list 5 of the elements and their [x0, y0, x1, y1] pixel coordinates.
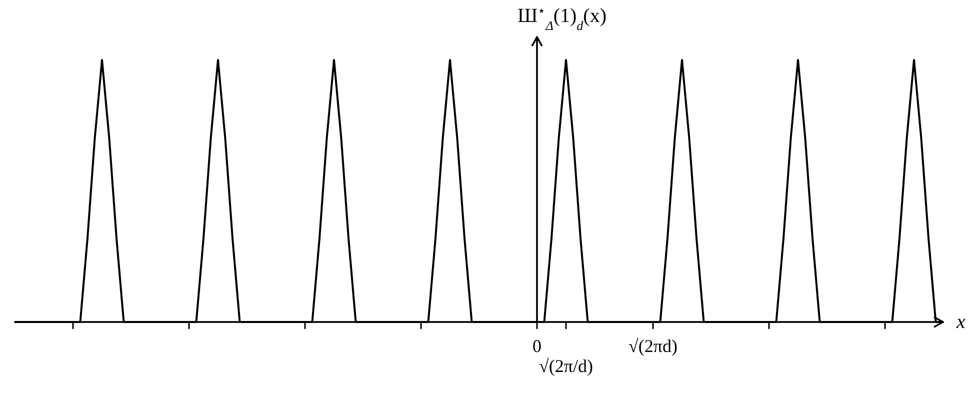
x-tick-label: √(2π/d): [539, 356, 593, 376]
y-axis-title: Ш$^{⋆}$$_{Δ}$(1)$_{d}$(x): [518, 2, 606, 32]
x-axis-title: x: [956, 311, 966, 333]
x-tick-label: √(2πd): [628, 336, 678, 356]
x-tick-label: 0: [532, 336, 542, 356]
